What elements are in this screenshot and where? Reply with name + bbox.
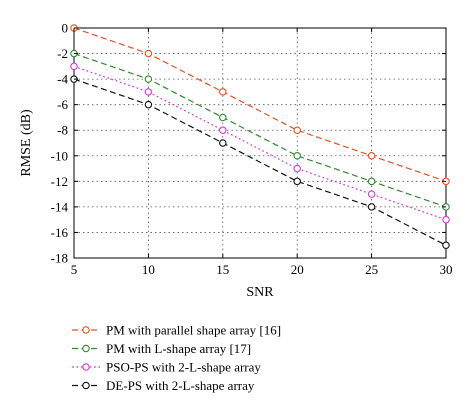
series-line-1	[73, 52, 447, 208]
data-point	[219, 126, 227, 134]
series-line-0	[73, 27, 447, 182]
data-point	[144, 100, 153, 109]
legend: PM with parallel shape array [16] PM with…	[72, 323, 281, 393]
data-point	[70, 62, 78, 71]
legend-marker-0	[82, 326, 90, 334]
legend-marker-2	[82, 363, 90, 371]
data-point	[293, 177, 301, 186]
y-tick-label: -8	[57, 123, 68, 138]
data-point	[367, 177, 376, 186]
x-tick-label: 5	[71, 262, 78, 277]
y-tick-label: -6	[57, 97, 68, 112]
series-line-2	[73, 65, 447, 221]
grid	[74, 28, 446, 258]
y-tick-label: -12	[51, 174, 68, 189]
series-0	[70, 24, 450, 186]
data-point	[219, 113, 227, 122]
y-tick-label: -18	[51, 251, 68, 266]
data-point	[367, 203, 376, 211]
y-tick-label: -16	[51, 225, 69, 240]
data-point	[367, 152, 376, 160]
legend-marker-3	[82, 381, 90, 390]
legend-marker-1	[82, 344, 90, 353]
tick-labels: 5 10 15 20 25 30 0 -2 -4 -6 -8 -10 -12 -14 -16 -18	[51, 21, 453, 278]
data-point	[293, 164, 301, 173]
legend-label-2: PSO-PS with 2-L-shape array	[106, 360, 261, 375]
plot-border	[73, 27, 447, 259]
data-point	[144, 49, 153, 58]
data-point	[144, 75, 153, 83]
y-tick-label: -10	[51, 148, 68, 163]
plot-frame	[73, 27, 447, 259]
legend-label-0: PM with parallel shape array [16]	[106, 323, 281, 338]
legend-label-1: PM with L-shape array [17]	[106, 341, 251, 356]
series-2	[70, 62, 450, 224]
series-group	[70, 24, 450, 249]
legend-entry-2: PSO-PS with 2-L-shape array	[72, 360, 261, 375]
data-point	[219, 139, 227, 147]
series-line-3	[73, 78, 447, 246]
y-tick-label: -14	[51, 199, 69, 214]
legend-entry-3: DE-PS with 2-L-shape array	[72, 378, 255, 393]
data-point	[219, 88, 227, 96]
legend-entry-0: PM with parallel shape array [16]	[72, 323, 281, 338]
y-axis-label: RMSE (dB)	[19, 109, 34, 177]
data-point	[293, 152, 301, 160]
x-tick-label: 30	[440, 262, 453, 277]
data-point	[293, 126, 301, 134]
legend-entry-1: PM with L-shape array [17]	[72, 341, 251, 356]
x-tick-label: 15	[216, 262, 229, 277]
data-point	[442, 241, 450, 249]
y-tick-label: -2	[57, 46, 68, 61]
x-axis-label: SNR	[246, 285, 274, 300]
y-tick-label: -4	[57, 72, 68, 87]
y-tick-label: 0	[62, 21, 69, 36]
data-point	[367, 190, 376, 198]
legend-label-3: DE-PS with 2-L-shape array	[106, 378, 255, 393]
data-point	[442, 215, 450, 224]
x-tick-label: 10	[142, 262, 155, 277]
series-3	[70, 75, 450, 249]
x-tick-label: 20	[291, 262, 304, 277]
x-tick-label: 25	[365, 262, 378, 277]
data-point	[144, 88, 153, 96]
